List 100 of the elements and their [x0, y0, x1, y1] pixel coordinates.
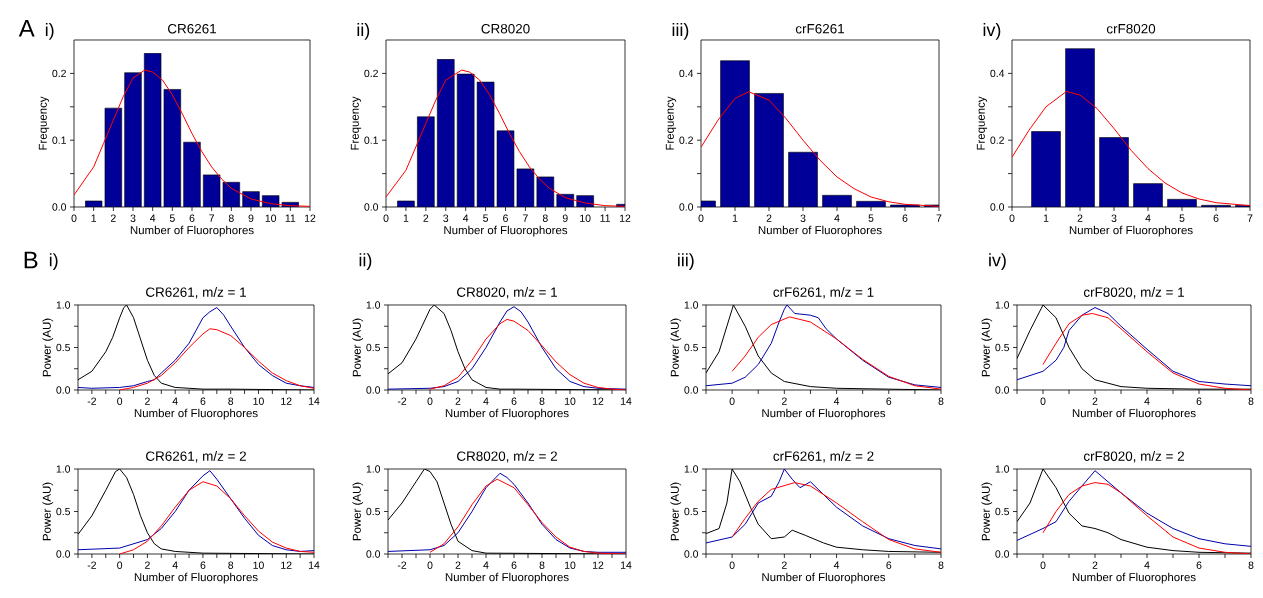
x-tick-label: 5 [483, 214, 489, 222]
x-tick-label: 4 [834, 214, 840, 222]
x-tick-label: 2 [781, 561, 787, 569]
x-tick-label: 7 [936, 214, 942, 222]
x-tick-label: 10 [580, 214, 591, 222]
x-tick-label: 4 [172, 397, 178, 405]
x-axis-title: Number of Fluorophores [134, 408, 258, 420]
x-tick-label: 14 [308, 561, 320, 569]
x-tick-label: 12 [281, 561, 292, 569]
x-tick-label: 8 [228, 561, 234, 569]
y-tick-label: 0.5 [684, 343, 699, 352]
y-tick-label: 1.0 [995, 301, 1010, 309]
y-axis-title: Power (AU) [42, 482, 54, 541]
x-tick-label: 8 [228, 397, 234, 405]
x-tick-label: 0 [427, 561, 433, 569]
y-tick-label: 0.4 [679, 69, 694, 78]
x-tick-label: -2 [397, 397, 407, 405]
x-tick-label: 10 [253, 397, 264, 405]
y-axis-title: Power (AU) [670, 482, 682, 541]
x-tick-label: 0 [729, 561, 735, 569]
x-tick-label: 5 [868, 214, 874, 222]
chart-title: CR8020, m/z = 1 [457, 287, 557, 299]
x-tick-label: 0 [383, 214, 389, 222]
x-tick-label: 0 [1009, 214, 1015, 222]
x-tick-label: 6 [511, 561, 517, 569]
y-tick-label: 0.0 [364, 203, 379, 211]
x-axis-title: Number of Fluorophores [134, 572, 258, 584]
x-tick-label: 2 [145, 561, 150, 569]
chart-title: crF8020, m/z = 1 [1083, 287, 1184, 299]
x-tick-label: 1 [1043, 214, 1049, 222]
x-tick-label: 12 [619, 214, 631, 222]
x-tick-label: 5 [169, 214, 175, 222]
x-tick-label: 10 [253, 561, 264, 569]
chart-title: crF8020 [1106, 23, 1156, 34]
x-axis-title: Number of Fluorophores [758, 225, 882, 237]
x-tick-label: 1 [91, 214, 97, 222]
x-tick-label: 6 [200, 397, 206, 405]
chart-title: crF6261, m/z = 2 [773, 451, 874, 463]
x-tick-label: 12 [304, 214, 316, 222]
y-tick-label: 1.0 [684, 301, 699, 309]
x-tick-label: 4 [172, 561, 178, 569]
x-tick-label: 0 [698, 214, 704, 222]
x-tick-label: 4 [1145, 214, 1151, 222]
x-tick-label: -2 [87, 397, 96, 405]
x-tick-label: 8 [938, 397, 944, 405]
y-tick-label: 0.0 [995, 550, 1010, 558]
x-tick-label: 12 [592, 561, 604, 569]
x-tick-label: 8 [1248, 397, 1254, 405]
chart-title: CR6261, m/z = 2 [146, 451, 246, 463]
y-tick-label: 0.0 [366, 386, 381, 394]
x-tick-label: 2 [145, 397, 150, 405]
x-tick-label: 7 [523, 214, 528, 222]
x-tick-label: 4 [483, 397, 489, 405]
x-tick-label: 6 [1213, 214, 1219, 222]
x-tick-label: 6 [503, 214, 508, 222]
y-tick-label: 1.0 [366, 301, 381, 309]
y-axis-title: Power (AU) [981, 482, 993, 541]
x-tick-label: 1 [732, 214, 738, 222]
y-tick-label: 0.4 [990, 69, 1005, 78]
y-axis-title: Power (AU) [352, 482, 364, 541]
x-tick-label: 4 [833, 397, 840, 405]
x-tick-label: 8 [539, 397, 545, 405]
x-axis-title: Number of Fluorophores [1072, 572, 1196, 584]
x-tick-label: 1 [403, 214, 409, 222]
y-tick-label: 1.0 [995, 465, 1010, 473]
x-tick-label: 7 [1247, 214, 1253, 222]
x-tick-label: 4 [1144, 397, 1150, 405]
x-tick-label: 6 [1196, 561, 1202, 569]
x-tick-label: 0 [1040, 397, 1046, 405]
y-tick-label: 0.1 [52, 136, 66, 144]
y-tick-label: 0.5 [995, 507, 1010, 516]
x-tick-label: 11 [600, 214, 610, 222]
x-tick-label: 2 [781, 397, 787, 405]
y-tick-label: 1.0 [56, 301, 71, 309]
x-axis-title: Number of Fluorophores [762, 572, 886, 584]
y-tick-label: 0.1 [364, 136, 378, 144]
x-tick-label: 0 [71, 214, 77, 222]
x-tick-label: 6 [511, 397, 517, 405]
x-tick-label: 9 [562, 214, 568, 222]
text: iv) [989, 253, 1006, 270]
x-tick-label: 0 [729, 397, 735, 405]
x-tick-label: 0 [117, 561, 123, 569]
x-tick-label: 2 [1092, 397, 1098, 405]
x-tick-label: 8 [1248, 561, 1254, 569]
y-tick-label: 1.0 [366, 465, 381, 473]
x-tick-label: 2 [766, 214, 772, 222]
x-tick-label: 6 [886, 397, 892, 405]
y-axis-title: Frequency [665, 96, 677, 150]
x-tick-label: -2 [397, 561, 407, 569]
text: iv) [983, 23, 1001, 40]
x-tick-label: 8 [228, 214, 234, 222]
chart-title: CR8020 [481, 23, 530, 34]
x-axis-title: Number of Fluorophores [1069, 225, 1193, 237]
x-tick-label: 2 [455, 397, 461, 405]
chart-title: CR8020, m/z = 2 [457, 451, 557, 463]
x-tick-label: 7 [209, 214, 215, 222]
text: iii) [678, 253, 694, 270]
x-tick-label: 2 [423, 214, 429, 222]
y-axis-title: Power (AU) [42, 318, 54, 377]
text: i) [45, 23, 54, 40]
